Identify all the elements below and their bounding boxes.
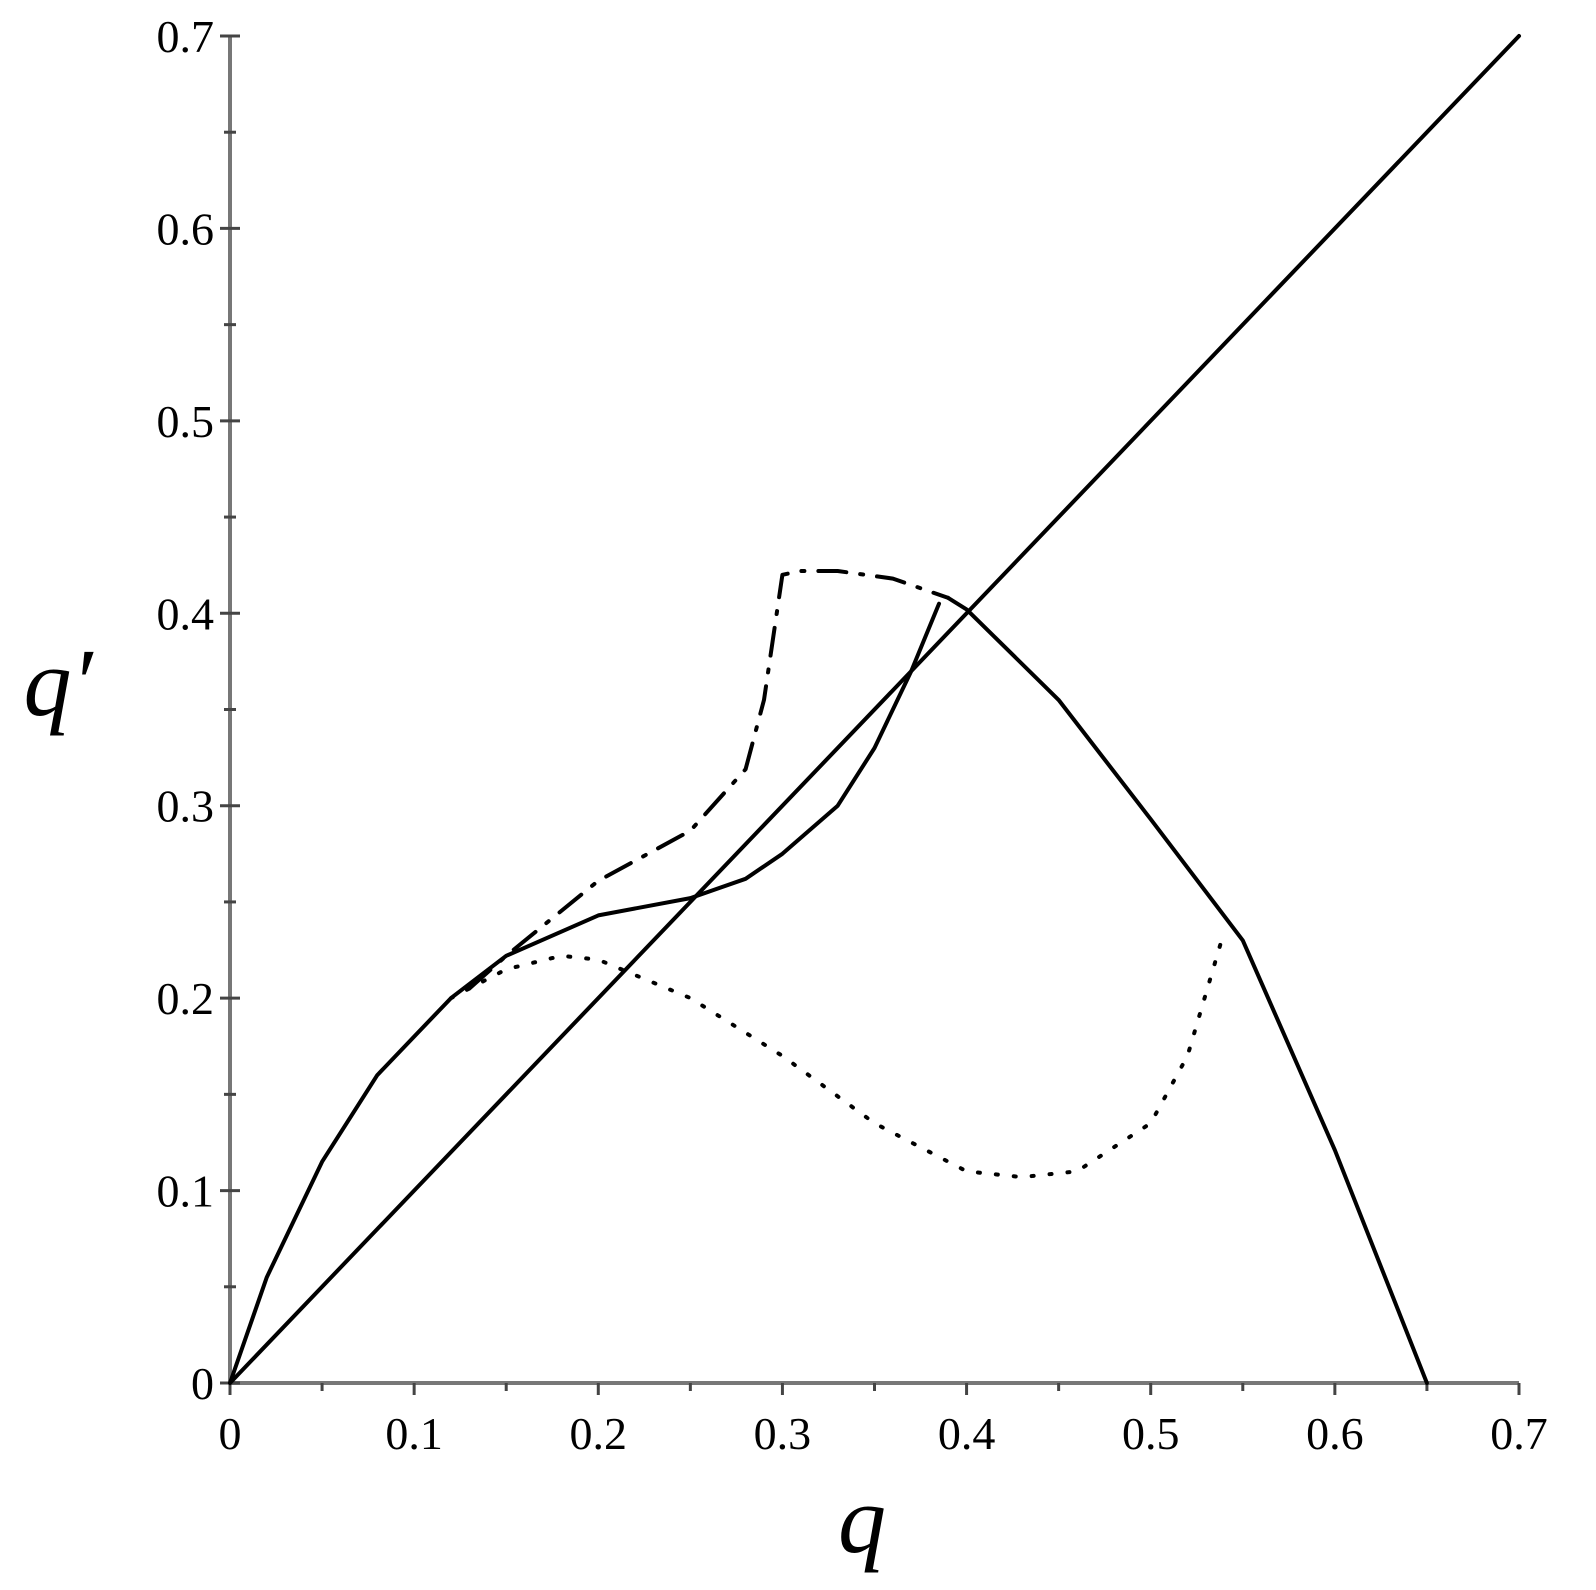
x-tick-label: 0.1	[385, 1408, 443, 1459]
series-line	[467, 569, 951, 991]
series-line	[228, 34, 1521, 1385]
x-tick-label: 0.3	[754, 1408, 812, 1459]
x-tick-label: 0.4	[938, 1408, 996, 1459]
series-line	[946, 595, 1429, 1385]
x-tick-label: 0.7	[1490, 1408, 1548, 1459]
series-line	[228, 601, 941, 1385]
y-axis-label: q′	[24, 629, 95, 736]
series-line	[449, 928, 1227, 1180]
y-tick-label: 0.6	[157, 203, 215, 254]
y-tick-label: 0	[191, 1358, 214, 1409]
y-tick-label: 0.7	[157, 11, 215, 62]
y-tick-label: 0.4	[157, 588, 215, 639]
x-tick-label: 0.6	[1306, 1408, 1364, 1459]
x-tick-label: 0.2	[570, 1408, 628, 1459]
y-tick-label: 0.2	[157, 973, 215, 1024]
x-tick-label: 0	[219, 1408, 242, 1459]
y-tick-label: 0.5	[157, 396, 215, 447]
x-axis-label: q	[838, 1466, 886, 1573]
x-tick-label: 0.5	[1122, 1408, 1180, 1459]
y-tick-label: 0.1	[157, 1166, 215, 1217]
y-tick-label: 0.3	[157, 781, 215, 832]
